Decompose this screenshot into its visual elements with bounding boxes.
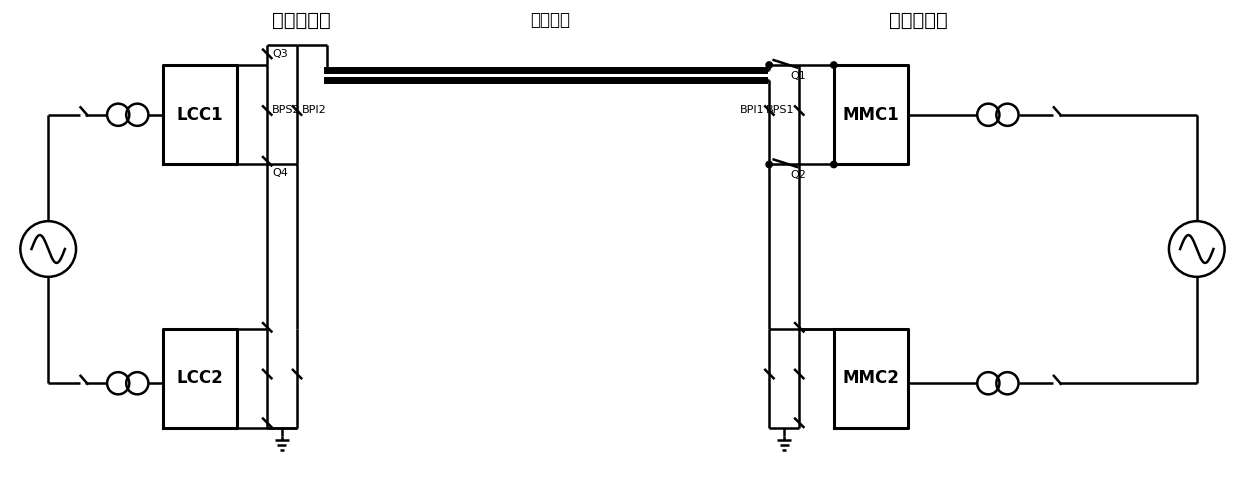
Text: LCC1: LCC1 xyxy=(176,106,223,124)
Text: Q1: Q1 xyxy=(791,70,806,80)
Circle shape xyxy=(831,62,837,68)
Text: 直流线路: 直流线路 xyxy=(531,11,570,29)
Circle shape xyxy=(831,161,837,168)
Text: LCC2: LCC2 xyxy=(176,369,223,387)
Text: Q3: Q3 xyxy=(272,48,288,58)
Text: 送端换流站: 送端换流站 xyxy=(273,11,331,30)
Text: Q4: Q4 xyxy=(272,168,288,178)
Text: BPS1: BPS1 xyxy=(765,105,794,115)
Text: MMC2: MMC2 xyxy=(843,369,899,387)
Text: BPS2: BPS2 xyxy=(272,105,300,115)
Text: BPI1: BPI1 xyxy=(739,105,764,115)
Circle shape xyxy=(766,62,773,68)
Text: Q2: Q2 xyxy=(791,170,806,180)
Text: 受端换流站: 受端换流站 xyxy=(889,11,947,30)
Circle shape xyxy=(766,161,773,168)
Text: BPI2: BPI2 xyxy=(301,105,326,115)
Text: MMC1: MMC1 xyxy=(843,106,899,124)
